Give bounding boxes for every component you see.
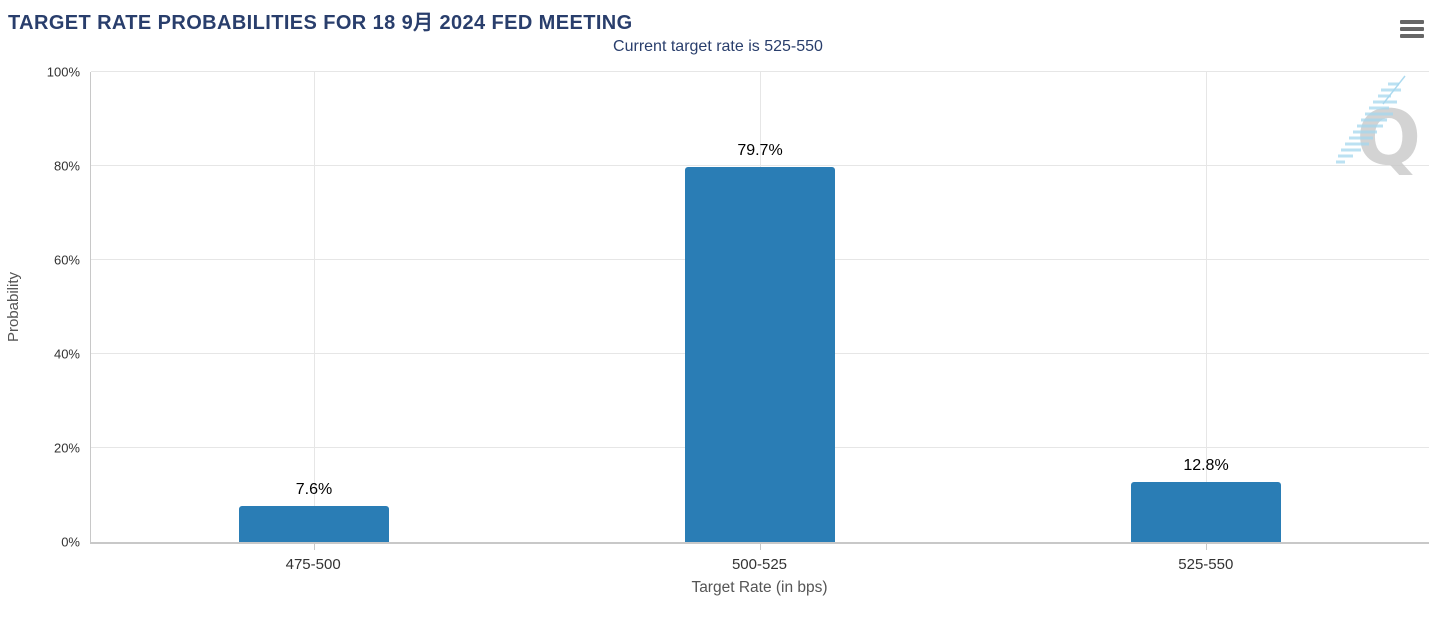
h-gridline — [91, 71, 1429, 72]
hamburger-menu-icon — [1400, 20, 1424, 38]
bar-value-label: 7.6% — [295, 481, 333, 499]
x-category-label: 475-500 — [285, 556, 341, 573]
plot-area: Probability 0% 20% 40% 60% 80% 100% 7.6% 79.7%… — [5, 65, 1429, 550]
chart-subtitle: Current target rate is 525-550 — [613, 38, 823, 55]
x-tick-mark — [1206, 544, 1207, 550]
page-title: TARGET RATE PROBABILITIES FOR 18 9月 2024… — [8, 12, 633, 34]
bar[interactable] — [685, 167, 835, 542]
x-category-label: 525-550 — [1178, 556, 1234, 573]
y-tick-label: 40% — [53, 346, 80, 362]
chart-column: 7.6% — [91, 72, 537, 550]
bar[interactable] — [239, 506, 389, 542]
y-axis: 0% 20% 40% 60% 80% 100% — [1, 65, 85, 550]
bar[interactable] — [1131, 481, 1281, 542]
x-axis: 475-500 500-525 525-550 — [90, 556, 1429, 573]
x-tick-mark — [314, 544, 315, 550]
x-axis-title: Target Rate (in bps) — [691, 579, 828, 596]
v-gridline — [314, 72, 315, 542]
chart-menu-button[interactable] — [1398, 15, 1426, 41]
y-tick-label: 0% — [61, 534, 80, 550]
x-tick-mark — [760, 544, 761, 550]
chart-column: 79.7% — [537, 72, 983, 550]
y-tick-label: 60% — [53, 252, 80, 268]
x-category-label: 500-525 — [731, 556, 788, 573]
bar-value-label: 12.8% — [1183, 456, 1229, 474]
chart-column: 12.8% — [983, 72, 1429, 550]
y-tick-label: 20% — [53, 440, 80, 456]
bar-value-label: 79.7% — [737, 142, 783, 160]
v-gridline — [1206, 72, 1207, 542]
y-tick-label: 100% — [46, 64, 80, 80]
y-tick-label: 80% — [53, 158, 80, 174]
